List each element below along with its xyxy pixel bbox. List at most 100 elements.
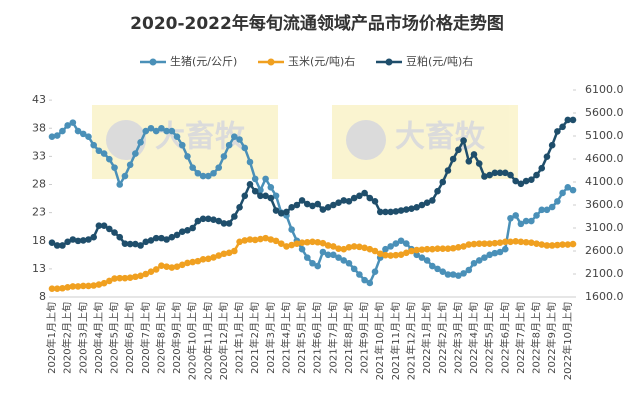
legend-label: 玉米(元/吨)右 (288, 54, 355, 68)
point (257, 186, 264, 194)
y-tick-label: 23 (32, 206, 46, 219)
point (356, 271, 363, 278)
point (340, 197, 348, 204)
point (225, 141, 233, 149)
point (340, 257, 348, 264)
x-tick-label: 2022年4月上旬 (467, 302, 480, 374)
point (418, 254, 426, 261)
point (392, 208, 400, 215)
x-tick-label: 2020年9月上旬 (170, 302, 183, 374)
y2-tick-label: 3100.0 (585, 221, 624, 234)
point (522, 238, 530, 246)
point (340, 245, 348, 253)
x-tick-label: 2021年12月上旬 (404, 302, 417, 380)
point (408, 247, 415, 255)
point (90, 282, 97, 289)
point (100, 279, 108, 287)
point (152, 266, 160, 273)
point (257, 235, 264, 243)
point (293, 201, 301, 209)
point (423, 245, 431, 253)
point (106, 225, 113, 233)
point (402, 249, 410, 257)
point (309, 238, 316, 246)
point (168, 127, 176, 135)
point (455, 146, 462, 154)
point (137, 272, 144, 280)
point (53, 285, 61, 293)
point (350, 194, 358, 202)
point (298, 197, 306, 204)
point (48, 133, 56, 140)
x-tick-label: 2020年7月上旬 (139, 302, 152, 374)
point (288, 204, 295, 211)
point (137, 139, 144, 146)
y-tick-label: 13 (32, 262, 46, 275)
point (460, 243, 467, 250)
x-tick-label: 2020年2月上旬 (61, 302, 74, 374)
point (548, 141, 556, 149)
point (79, 282, 87, 290)
point (564, 116, 572, 124)
point (199, 215, 207, 223)
point (413, 204, 421, 211)
point (528, 239, 535, 247)
point (126, 161, 134, 169)
point (559, 123, 566, 131)
point (303, 254, 311, 261)
point (163, 236, 170, 243)
x-tick-label: 2022年5月上旬 (483, 302, 496, 374)
point (512, 212, 519, 219)
point (85, 133, 92, 140)
x-tick-label: 2021年3月上旬 (264, 302, 277, 374)
point (491, 249, 499, 257)
point (319, 239, 327, 247)
point (262, 192, 269, 200)
point (361, 189, 368, 197)
watermark-logo (346, 120, 386, 160)
point (501, 238, 509, 246)
x-tick-label: 2021年6月上旬 (311, 302, 324, 374)
point (199, 172, 207, 180)
point (288, 241, 295, 249)
point (496, 239, 504, 247)
watermark-box (332, 105, 518, 179)
x-tick-label: 2021年7月上旬 (326, 302, 339, 374)
point (48, 285, 56, 293)
point (470, 240, 478, 248)
point (90, 141, 97, 149)
point (194, 169, 202, 177)
legend-label: 生猪(元/公斤) (170, 54, 237, 68)
point (246, 236, 254, 243)
point (402, 240, 410, 247)
point (215, 164, 223, 171)
point (366, 245, 374, 253)
watermark: 大畜牧 (395, 120, 486, 155)
point (387, 208, 394, 216)
point (512, 177, 519, 185)
point (491, 239, 499, 247)
point (429, 245, 436, 253)
point (241, 237, 249, 244)
point (272, 207, 280, 214)
point (371, 268, 379, 275)
point (121, 274, 129, 282)
point (481, 173, 488, 180)
point (199, 255, 207, 263)
series (48, 234, 577, 293)
point (548, 203, 556, 211)
x-tick-label: 2022年6月上旬 (498, 302, 511, 374)
point (444, 271, 452, 278)
point (121, 172, 129, 180)
point (538, 164, 546, 172)
point (507, 238, 514, 246)
point (288, 226, 295, 233)
point (361, 276, 368, 284)
x-tick-label: 2020年4月上旬 (92, 302, 105, 374)
point (95, 147, 103, 155)
point (538, 241, 546, 248)
point (314, 262, 322, 270)
point (392, 251, 400, 259)
point (376, 250, 384, 258)
